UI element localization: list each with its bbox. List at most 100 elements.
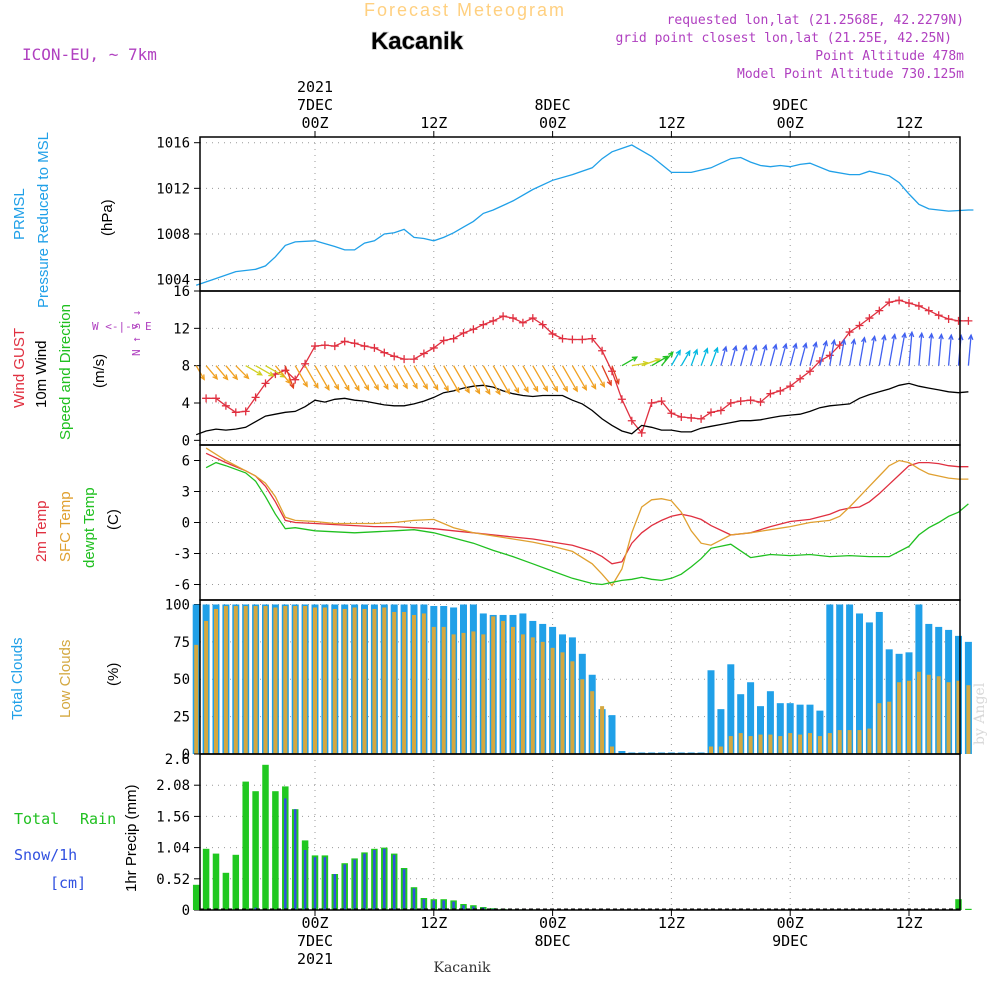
wind-arrow-head xyxy=(918,331,925,339)
wind-arrow xyxy=(878,335,886,366)
gust-point xyxy=(400,355,409,364)
gust-point xyxy=(875,306,884,315)
pressure-ytick-label: 1012 xyxy=(156,181,190,197)
wind-arrow-head xyxy=(199,374,205,381)
precip-ytick-label: 2.6 xyxy=(165,752,190,768)
cloud-label-low: Low Clouds xyxy=(57,640,74,718)
wind-arrow xyxy=(344,365,360,391)
wind-arrow-head xyxy=(772,343,778,350)
cloud-ytick-label: 0 xyxy=(182,747,190,763)
bar-low-cloud xyxy=(808,733,812,754)
wind-arrow xyxy=(858,337,866,366)
wind-arrow xyxy=(265,365,286,378)
wind-arrow xyxy=(720,346,727,366)
gust-point xyxy=(380,348,389,357)
top-axis-label: 12Z xyxy=(895,114,922,132)
bar-low-cloud xyxy=(827,733,832,754)
bar-low-cloud xyxy=(362,608,367,754)
bar-low-cloud xyxy=(600,706,605,754)
wind-arrow-head xyxy=(344,384,350,392)
wind-arrow xyxy=(680,350,691,366)
wind-arrow xyxy=(621,356,638,367)
bar-low-cloud xyxy=(332,608,337,754)
wind-arrow xyxy=(393,365,408,389)
gust-point xyxy=(627,416,636,425)
bar-low-cloud xyxy=(293,605,298,754)
bar-total-rain xyxy=(955,899,962,910)
bar-total-cloud xyxy=(796,704,804,754)
bar-snow xyxy=(254,907,257,910)
gust-point xyxy=(291,375,300,384)
temp-label-2m: 2m Temp xyxy=(33,501,50,562)
bar-low-cloud xyxy=(738,733,743,754)
gust-point xyxy=(707,408,715,417)
bar-snow xyxy=(412,888,416,910)
wind-arrow-head xyxy=(713,346,719,354)
gust-point xyxy=(479,320,488,329)
wind-arrow-head xyxy=(422,383,428,390)
bar-low-cloud xyxy=(481,634,486,754)
temp-ytick-label: 0 xyxy=(182,516,190,532)
gust-point xyxy=(746,396,755,405)
gust-point xyxy=(766,389,775,398)
bottom-axis-label: 00Z xyxy=(539,914,566,932)
bar-low-cloud xyxy=(491,616,496,754)
bar-low-cloud xyxy=(857,730,862,754)
wind-arrow-head xyxy=(891,333,897,340)
wind-arrow xyxy=(274,365,291,384)
wind-compass-ns: N ↑ S ↓ xyxy=(130,310,143,356)
gust-point xyxy=(617,395,626,404)
wind-arrow xyxy=(829,340,835,366)
bar-low-cloud xyxy=(748,736,753,754)
wind-arrow xyxy=(759,345,767,366)
top-axis-year: 2021 xyxy=(297,78,333,96)
bar-total-cloud xyxy=(737,694,745,754)
wind-arrow-head xyxy=(792,342,798,349)
wind-arrow-head xyxy=(542,385,549,393)
bar-low-cloud xyxy=(966,685,971,754)
bar-total-cloud xyxy=(717,709,725,754)
bar-snow xyxy=(422,899,426,910)
gust-point xyxy=(390,352,399,361)
wind-ytick-label: 16 xyxy=(173,284,190,300)
wind-arrow xyxy=(245,365,263,376)
wind-arrow-head xyxy=(495,389,501,396)
bar-low-cloud xyxy=(530,637,535,754)
bar-total-rain xyxy=(192,884,200,910)
wind-arrow xyxy=(947,335,952,366)
top-axis-label: 7DEC xyxy=(297,96,333,114)
gust-point xyxy=(914,301,923,310)
gust-point xyxy=(588,334,597,343)
wind-arrow-head xyxy=(433,384,439,391)
wind-arrow xyxy=(542,365,558,392)
bar-snow xyxy=(392,854,396,910)
wind-arrow xyxy=(482,365,501,395)
wind-arrow-head xyxy=(881,334,887,341)
bar-low-cloud xyxy=(540,641,545,754)
gust-point xyxy=(865,314,874,323)
bar-total-cloud xyxy=(618,751,626,754)
wind-arrow xyxy=(651,355,668,367)
wind-arrow xyxy=(462,365,481,394)
bar-low-cloud xyxy=(342,608,347,754)
wind-arrow-head xyxy=(392,383,399,390)
wind-arrow-head xyxy=(871,334,877,342)
bar-total-cloud xyxy=(806,704,814,754)
pressure-labels: PRMSL Pressure Reduced to MSL (hPa) xyxy=(11,132,116,308)
top-axis-label: 8DEC xyxy=(535,96,571,114)
wind-arrow xyxy=(314,365,330,391)
bar-low-cloud xyxy=(501,620,506,754)
gust-point xyxy=(261,379,270,388)
wind-arrow-head xyxy=(485,388,491,396)
wind-arrow xyxy=(334,365,350,391)
wind-arrow xyxy=(324,365,340,390)
wind-arrow-head xyxy=(383,383,389,391)
wind-arrow xyxy=(611,365,620,384)
bar-low-cloud xyxy=(867,728,872,754)
wind-arrow xyxy=(522,365,539,392)
bar-low-cloud xyxy=(372,608,377,754)
wind-arrow xyxy=(928,333,933,366)
wind-arrow xyxy=(888,334,896,366)
gust-point xyxy=(924,306,933,315)
